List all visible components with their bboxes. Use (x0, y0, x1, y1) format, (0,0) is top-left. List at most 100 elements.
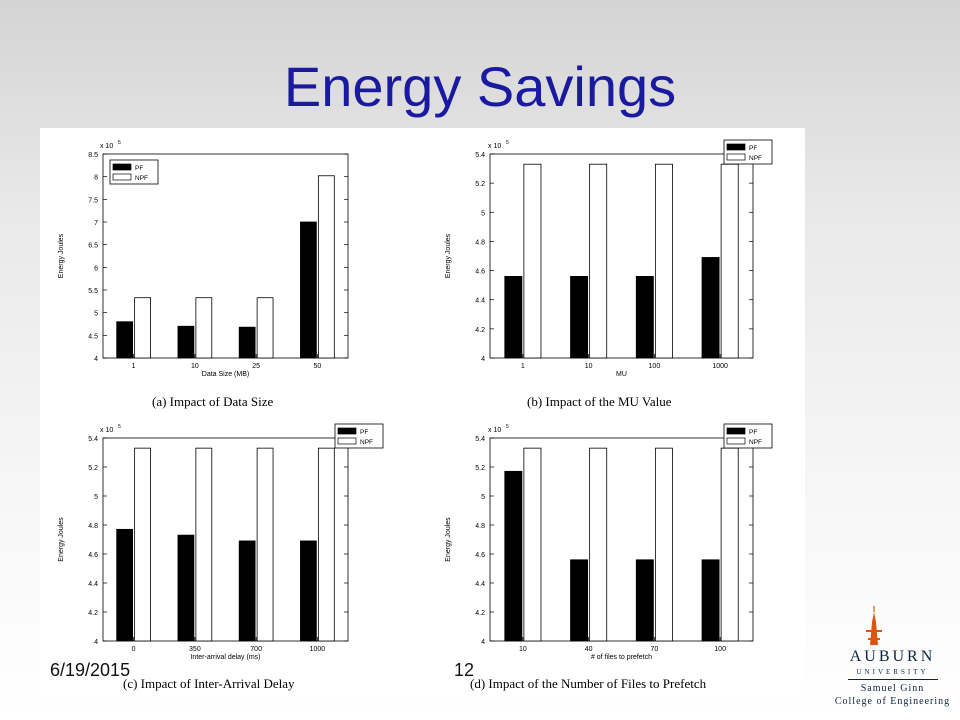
y-tick-label: 5 (94, 311, 98, 318)
y-tick-label: 4.2 (475, 610, 485, 617)
legend-swatch-npf (726, 437, 746, 445)
legend-box (109, 159, 159, 185)
legend-box (723, 139, 773, 165)
bar-npf (523, 163, 542, 359)
chart-caption: (a) Impact of Data Size (152, 394, 274, 409)
bar-npf (654, 447, 673, 642)
y-tick-label: 4.6 (475, 552, 485, 559)
x-tick-label: 10 (585, 363, 593, 370)
bar-pf (300, 221, 317, 359)
x-axis-label: Data Size (MB) (202, 371, 249, 378)
x-tick-label: 350 (189, 646, 201, 653)
chart-panel-data-size: 4 4.5 5 5.5 6 6.5 7 7.5 8 8.5 x 10 5 Energy Joules 1 1… (40, 128, 420, 412)
tower-icon (866, 606, 882, 645)
y-tick-label: 6 (94, 265, 98, 272)
y-tick-label: 4.2 (475, 327, 485, 334)
logo-university: UNIVERSITY (856, 668, 929, 676)
bar-pf (570, 275, 589, 359)
y-tick-label: 4.8 (475, 523, 485, 530)
bar-npf (589, 447, 608, 642)
y-tick-label: 5.2 (475, 181, 485, 188)
y-tick-label: 5 (481, 210, 485, 217)
chart-panel-inter-arrival: 4 4.2 4.4 4.6 4.8 5 5.2 5.4 x 10 5 Energy Joules 0 3… (40, 418, 420, 696)
x-tick-label: 1000 (310, 646, 326, 653)
y-tick-label: 7 (94, 220, 98, 227)
x-tick-label: 40 (585, 646, 593, 653)
bar-npf (589, 163, 608, 359)
bar-pf (238, 540, 256, 642)
x-tick-label: 100 (649, 363, 661, 370)
bar-pf (238, 326, 256, 359)
y-multiplier-exponent: 5 (506, 424, 509, 430)
x-tick-label: 70 (650, 646, 658, 653)
y-tick-label: 4 (481, 639, 485, 646)
legend-swatch-pf (726, 143, 746, 151)
logo-rule (848, 679, 938, 680)
y-axis-label: Energy Joules (58, 233, 65, 278)
x-tick-label: 700 (250, 646, 262, 653)
chart-inter-arrival: 4 4.2 4.4 4.6 4.8 5 5.2 5.4x 10 5 Energy Joules 0 3… (58, 423, 384, 661)
chart-mu-value: 4 4.2 4.4 4.6 4.8 5 5.2 5.4x 10 5 Energy Joules 1 1… (445, 139, 773, 378)
legend-label-npf: NPF (360, 439, 373, 446)
x-tick-label: 0 (132, 646, 136, 653)
logo-college-line1: Samuel Ginn (860, 683, 925, 694)
x-tick-label: 1 (521, 363, 525, 370)
slide-date: 6/19/2015 (50, 660, 131, 680)
legend-label-npf: NPF (749, 155, 762, 162)
bar-pf (300, 540, 317, 642)
bar-npf (134, 297, 151, 359)
bar-npf (195, 447, 213, 642)
y-tick-label: 4.8 (88, 523, 98, 530)
x-axis-label: # of files to prefetch (591, 654, 652, 661)
y-tick-label: 5 (94, 494, 98, 501)
y-tick-label: 4.5 (88, 333, 98, 340)
chart-caption: (b) Impact of the MU Value (527, 394, 672, 409)
y-tick-label: 4.2 (88, 610, 98, 617)
bar-pf (116, 321, 134, 359)
legend-box (334, 423, 384, 449)
y-tick-label: 5.5 (88, 288, 98, 295)
slide-page-number: 12 (454, 660, 475, 680)
y-tick-label: 5.2 (88, 465, 98, 472)
bar-npf (134, 447, 151, 642)
chart-files-prefetch: 4 4.2 4.4 4.6 4.8 5 5.2 5.4x 10 5 Energy Joules 10… (445, 423, 773, 661)
y-tick-label: 7.5 (88, 197, 98, 204)
chart-caption: (c) Impact of Inter-Arrival Delay (123, 676, 295, 691)
y-multiplier-exponent: 5 (118, 424, 121, 430)
bar-pf (177, 325, 195, 359)
y-multiplier-exponent: 5 (118, 140, 121, 146)
legend-swatch-npf (112, 173, 132, 181)
bar-pf (701, 257, 720, 359)
chart-data-size: 4 4.5 5 5.5 6 6.5 7 7.5 8 8.5x 10 5 Energy Joules 1 1… (58, 140, 349, 378)
bar-npf (256, 297, 274, 359)
legend-swatch-npf (726, 153, 746, 161)
y-tick-label: 6.5 (88, 243, 98, 250)
x-tick-label: 1000 (712, 363, 728, 370)
x-axis-label: Inter-arrival delay (ms) (190, 654, 260, 661)
y-tick-label: 4 (94, 639, 98, 646)
y-multiplier: x 10 (488, 427, 501, 434)
x-tick-label: 25 (252, 363, 260, 370)
legend-label-pf: PF (749, 429, 757, 436)
y-tick-label: 4.4 (88, 581, 98, 588)
y-tick-label: 4.4 (475, 581, 485, 588)
x-tick-label: 10 (191, 363, 199, 370)
x-tick-label: 50 (313, 363, 321, 370)
bar-npf (317, 447, 335, 642)
bar-npf (523, 447, 542, 642)
bar-pf (504, 275, 523, 359)
y-multiplier-exponent: 5 (506, 140, 509, 146)
x-tick-label: 100 (714, 646, 726, 653)
bar-pf (570, 559, 589, 642)
chart-panel-files-prefetch: 4 4.2 4.4 4.6 4.8 5 5.2 5.4 x 10 5 Energy Joules 10… (422, 418, 805, 696)
bar-pf (635, 559, 654, 642)
y-tick-label: 5 (481, 494, 485, 501)
y-multiplier: x 10 (100, 427, 113, 434)
logo-college-line2: College of Engineering (834, 696, 951, 707)
figure: 4 4.5 5 5.5 6 6.5 7 7.5 8 8.5 x 10 5 Energy Joules 1 1… (40, 128, 805, 696)
y-tick-label: 4.4 (475, 298, 485, 305)
y-tick-label: 5.4 (475, 152, 485, 159)
y-tick-label: 5.4 (88, 436, 98, 443)
x-tick-label: 1 (132, 363, 136, 370)
y-multiplier: x 10 (100, 143, 113, 150)
